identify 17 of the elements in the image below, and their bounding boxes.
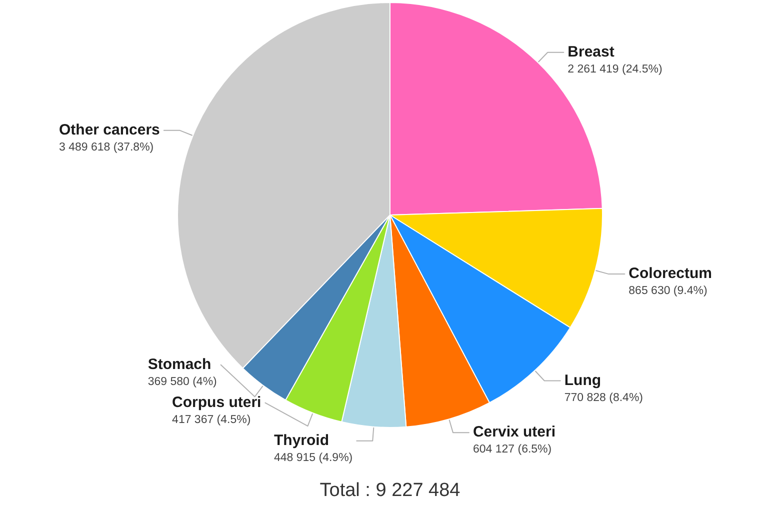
- slice-label: Stomach: [148, 356, 212, 373]
- data-label: 604 127 (6.5%): [472, 444, 552, 456]
- slice-label: Cervix uteri: [472, 424, 556, 441]
- slice-label: Breast: [568, 44, 614, 61]
- data-label: 3 489 618 (37.8%): [59, 142, 154, 154]
- data-label: 2 261 419 (24.5%): [568, 64, 662, 76]
- slice-label: Corpus uteri: [172, 394, 262, 411]
- data-label: 770 828 (8.4%): [564, 392, 644, 404]
- text: Total : 9 227 484: [320, 480, 460, 502]
- data-label: 369 580 (4%): [148, 376, 218, 388]
- slice-label: Thyroid: [274, 432, 329, 449]
- data-label: 448 915 (4.9%): [274, 452, 353, 464]
- data-label: 417 367 (4.5%): [172, 414, 251, 426]
- data-label: 865 630 (9.4%): [628, 285, 708, 298]
- slice-label: Colorectum: [628, 265, 712, 282]
- slice-label: Other cancers: [59, 122, 160, 139]
- slice-label: Lung: [564, 372, 602, 389]
